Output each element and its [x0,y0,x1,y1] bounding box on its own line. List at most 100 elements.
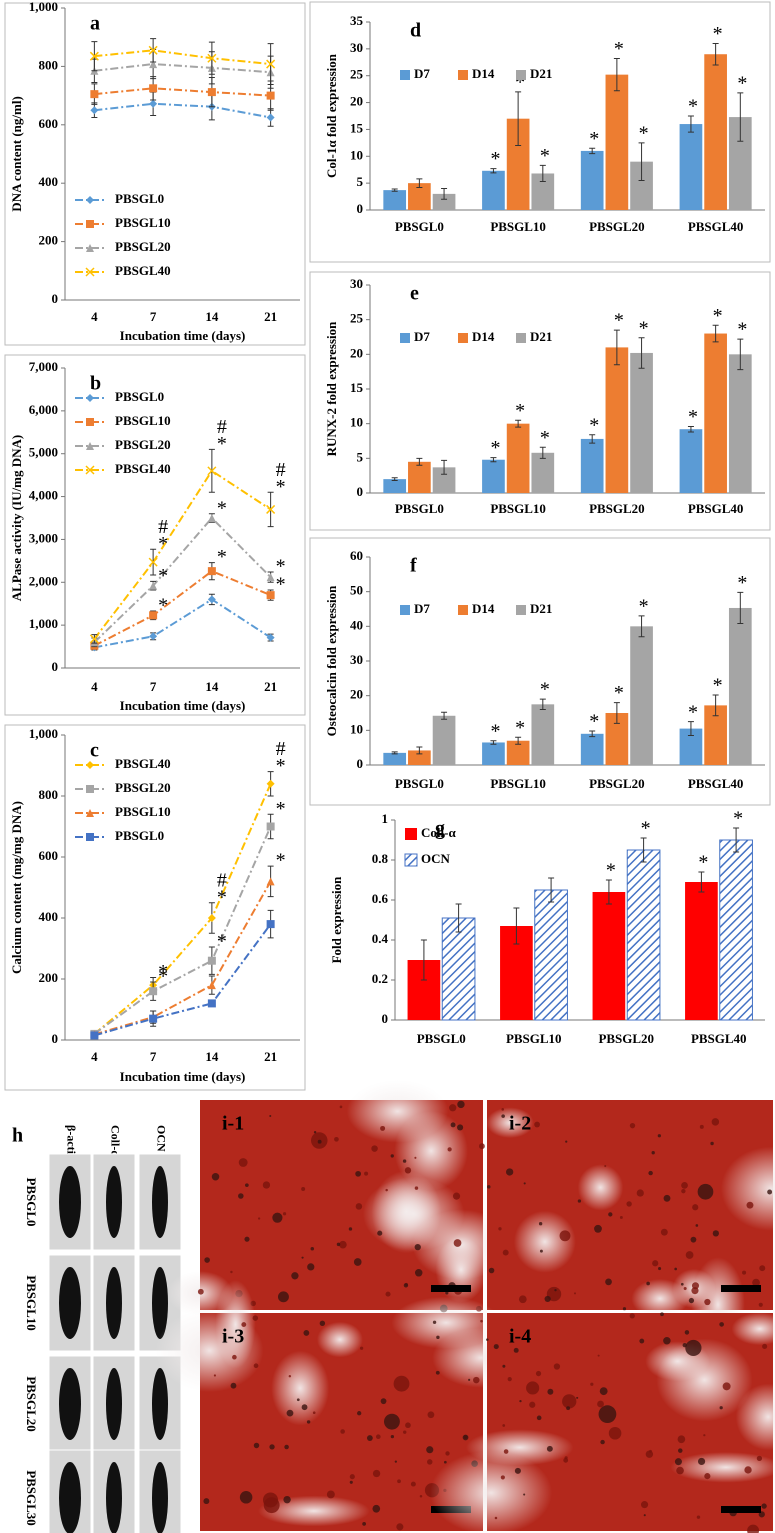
marker [86,196,94,204]
significance-mark: * [515,400,525,422]
marker [266,633,275,642]
stain-spot [296,1398,300,1402]
legend-label: D7 [414,601,430,616]
marker [149,611,158,620]
y-tick-label: 20 [350,345,363,360]
stain-spot [452,1192,461,1200]
bar [605,74,629,210]
blot-band [59,1462,81,1533]
marker [149,632,158,641]
bar [679,429,703,493]
stain-spot [652,1260,659,1267]
marker [149,84,158,93]
stain-spot [663,1194,671,1202]
marker [266,822,275,831]
stain-spot [359,1346,364,1350]
stain-spot [480,1319,483,1323]
stain-spot [688,1297,695,1304]
stain-spot [674,1458,682,1466]
blot-band [106,1462,122,1533]
x-tick-label: PBSGL0 [395,501,444,516]
stain-spot [526,1381,540,1395]
stain-spot [636,1189,644,1197]
significance-mark: * [540,427,550,449]
bar [531,173,555,210]
significance-mark: * [641,818,651,840]
stain-spot [288,1374,292,1378]
y-tick-label: 1,000 [29,726,58,741]
stain-spot [462,1434,469,1441]
y-axis-title: Col-1α fold expression [324,53,339,178]
error-bar [737,338,744,371]
stain-spot [553,1363,561,1370]
stain-spot [712,1230,719,1237]
stain-patch [720,1146,775,1231]
stain-spot [562,1394,577,1409]
y-tick-label: 0.6 [372,891,389,906]
marker [207,956,216,965]
x-tick-label: 21 [264,679,277,694]
bar [383,479,407,493]
stain-patch [412,1209,511,1280]
stain-spot [554,1289,557,1292]
stain-spot [414,1269,423,1277]
stain-spot [445,1291,449,1295]
y-tick-label: 6,000 [29,402,58,417]
significance-mark: * [698,852,708,874]
bar [408,750,431,765]
stain-spot [519,1399,522,1403]
bar [630,352,653,493]
y-tick-label: 30 [350,652,363,667]
stain-spot [608,1212,613,1217]
stain-spot [502,1249,509,1256]
significance-mark: * [158,961,168,983]
significance-mark: * [217,886,227,908]
bar [432,715,456,765]
stain-spot [605,1278,612,1286]
series-line [93,516,272,644]
bar [383,752,407,765]
stain-spot [375,1434,381,1440]
significance-mark: * [639,122,649,144]
micrograph-label: i-3 [222,1326,244,1348]
bar [482,742,505,765]
stain-spot [534,1121,540,1128]
stain-spot [277,1291,289,1303]
marker [266,591,275,600]
x-tick-label: PBSGL20 [589,219,645,234]
y-tick-label: 25 [350,311,364,326]
significance-mark: * [688,701,698,723]
x-tick-label: PBSGL0 [395,776,444,791]
significance-mark: * [614,38,624,60]
stain-spot [744,1466,752,1474]
significance-mark: * [158,565,168,587]
legend-label: PBSGL40 [115,263,171,278]
bar [626,849,661,1021]
bar [679,728,703,765]
stain-patch [271,1350,330,1426]
stain-spot [385,1291,391,1297]
stain-spot [410,1481,416,1487]
stain-spot [372,1504,381,1513]
y-tick-label: 20 [350,687,363,702]
stain-spot [349,1474,355,1480]
legend-label: PBSGL0 [115,828,164,843]
stain-spot [599,1387,608,1396]
stain-patch [258,1495,370,1527]
stain-spot [629,1122,636,1129]
marker [148,45,158,55]
error-bar [687,425,694,433]
stain-spot [380,1398,387,1405]
y-tick-label: 5 [357,174,364,189]
marker [207,53,217,63]
blot-row-label: PBSGL10 [24,1275,39,1331]
y-tick-label: 5 [357,449,364,464]
x-tick-label: 21 [264,309,277,324]
stain-spot [761,1503,767,1509]
y-tick-label: 0.4 [372,931,389,946]
y-tick-label: 0 [52,291,59,306]
marker [207,914,216,922]
significance-mark: * [276,755,286,777]
x-axis-title: Incubation time (days) [120,1069,246,1084]
stain-spot [536,1415,542,1421]
